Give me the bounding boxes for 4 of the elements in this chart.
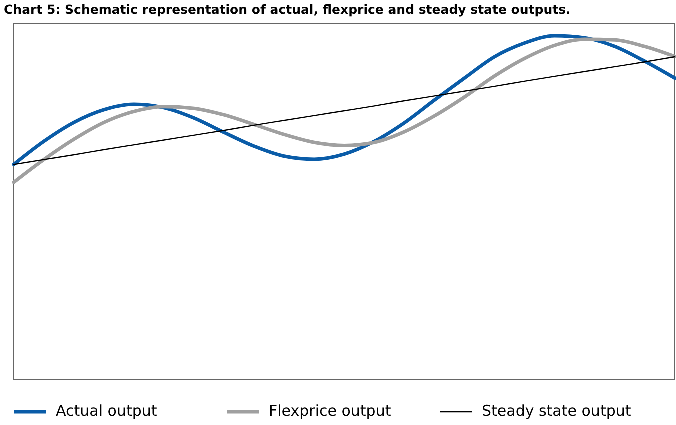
legend-label: Flexprice output bbox=[269, 402, 392, 420]
legend-label: Steady state output bbox=[482, 402, 632, 420]
legend-label: Actual output bbox=[56, 402, 158, 420]
chart-title: Chart 5: Schematic representation of actual, flexprice and steady state outputs. bbox=[4, 2, 571, 17]
